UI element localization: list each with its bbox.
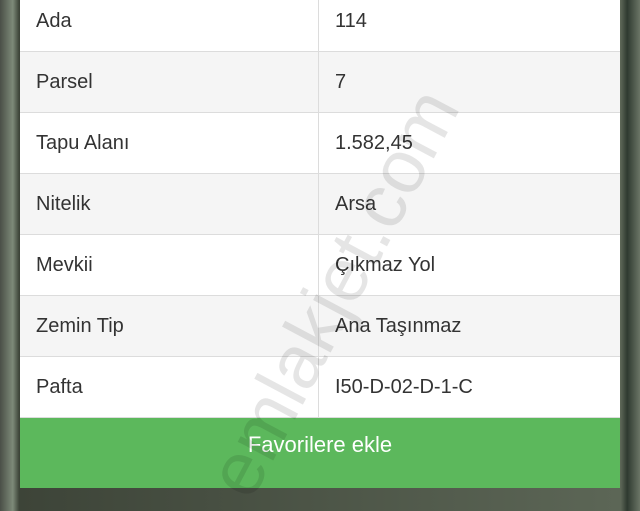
- property-value: Ana Taşınmaz: [335, 314, 462, 337]
- table-row: Tapu Alanı 1.582,45: [20, 113, 620, 174]
- property-value: 114: [335, 9, 367, 32]
- property-label: Ada: [20, 0, 319, 51]
- table-row: Pafta I50-D-02-D-1-C: [20, 357, 620, 418]
- table-row: Ada 114: [20, 0, 620, 52]
- property-value: 1.582,45: [335, 131, 413, 154]
- property-value: Arsa: [335, 192, 377, 215]
- property-label: Mevkii: [20, 235, 319, 295]
- property-label: Pafta: [20, 357, 319, 417]
- property-label: Nitelik: [20, 174, 319, 234]
- property-value: Çıkmaz Yol: [335, 253, 436, 276]
- property-label: Zemin Tip: [20, 296, 319, 356]
- property-value: I50-D-02-D-1-C: [335, 375, 473, 398]
- property-label: Tapu Alanı: [20, 113, 319, 173]
- property-details-table: Ada 114 Parsel 7 Tapu Alanı 1.582,45 Nitelik Ar…: [20, 0, 620, 418]
- property-value: 7: [335, 70, 347, 93]
- table-row: Zemin Tip Ana Taşınmaz: [20, 296, 620, 357]
- table-row: Parsel 7: [20, 52, 620, 113]
- add-to-favorites-button[interactable]: Favorilere ekle: [20, 418, 620, 488]
- table-row: Nitelik Arsa: [20, 174, 620, 235]
- property-label: Parsel: [20, 52, 319, 112]
- table-row: Mevkii Çıkmaz Yol: [20, 235, 620, 296]
